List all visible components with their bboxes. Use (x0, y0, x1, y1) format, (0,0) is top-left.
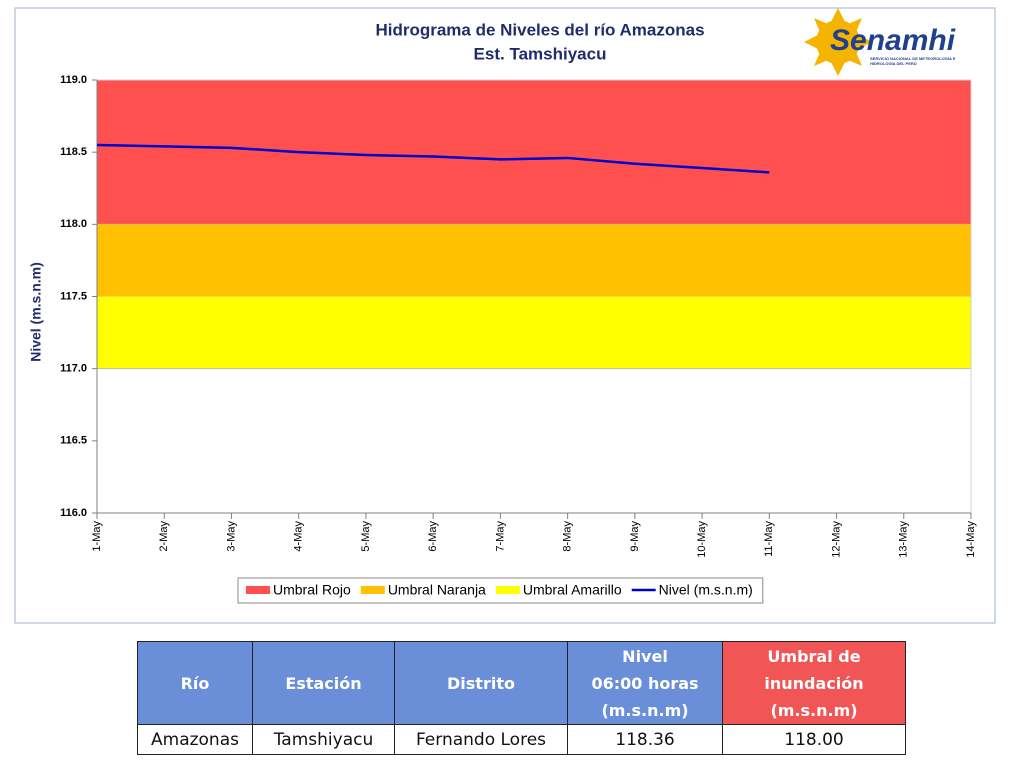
chart-title: Hidrograma de Niveles del río Amazonas (375, 20, 704, 39)
y-tick-label: 117.0 (60, 363, 87, 375)
legend-swatch (246, 586, 270, 594)
x-tick-label: 2-May (158, 521, 170, 552)
header-cell: Nivel 06:00 horas (m.s.n.m) (567, 641, 723, 725)
y-tick-label: 118.0 (60, 218, 87, 230)
legend-label: Umbral Naranja (388, 582, 486, 598)
level-line (96, 143, 770, 174)
table: Río Estación Distrito Nivel 06:00 horas (m.… (137, 641, 906, 755)
header-cell: Umbral de inundación (m.s.n.m) (722, 641, 906, 725)
x-tick-label: 12-May (830, 521, 842, 558)
legend-swatch (360, 586, 385, 594)
legend-label: Umbral Rojo (273, 582, 351, 598)
x-tick-label: 13-May (898, 521, 910, 558)
threshold-band (97, 80, 971, 225)
header-row: Río Estación Distrito Nivel 06:00 horas (m.… (137, 641, 906, 725)
data-cell: 118.00 (722, 724, 906, 755)
legend-label: Nivel (m.s.n.m) (659, 582, 753, 598)
x-tick-label: 14-May (965, 521, 977, 558)
y-tick-label: 116.5 (60, 435, 87, 447)
legend: Umbral Rojo Umbral Naranja Umbral Amarillo… (237, 577, 764, 604)
chart-subtitle: Est. Tamshiyacu (474, 44, 607, 63)
y-tick-label: 117.5 (60, 290, 87, 302)
legend-label: Umbral Amarillo (523, 582, 622, 598)
header-cell: Río (137, 641, 253, 725)
chart: Hidrograma de Niveles del río Amazonas E… (14, 7, 996, 624)
header-cell: Distrito (394, 641, 568, 725)
y-tick-label: 119.0 (60, 74, 87, 86)
threshold-band (97, 224, 971, 297)
data-cell: Tamshiyacu (252, 724, 395, 755)
data-cell: Fernando Lores (394, 724, 568, 755)
logo-tagline: SERVICIO NACIONAL DE METEOROLOGÍA E HIDR… (870, 56, 956, 66)
x-tick-label: 5-May (360, 521, 372, 552)
data-row: Amazonas Tamshiyacu Fernando Lores 118.36 11… (137, 724, 906, 755)
y-axis-label: Nivel (m.s.n.m) (28, 262, 44, 362)
header-cell: Estación (252, 641, 395, 725)
data-cell: Amazonas (137, 724, 253, 755)
legend-swatch (495, 586, 520, 594)
x-tick-label: 9-May (629, 521, 641, 552)
data-cell: 118.36 (567, 724, 723, 755)
logo-name: Senamhi (830, 24, 956, 57)
y-tick-label: 118.5 (60, 146, 87, 158)
logo-sun (804, 8, 872, 76)
x-tick-label: 4-May (293, 521, 305, 552)
logo: Senamhi SERVICIO NACIONAL DE METEOROLOGÍ… (804, 8, 956, 76)
x-tick-label: 11-May (763, 521, 775, 557)
x-tick-label: 8-May (562, 521, 574, 552)
x-tick-label: 3-May (225, 521, 237, 552)
x-tick-label: 6-May (427, 521, 439, 552)
logo-tagline-box: SERVICIO NACIONAL DE METEOROLOGÍA E HIDR… (870, 56, 956, 66)
y-tick-label: 116.0 (60, 507, 87, 519)
x-tick-label: 7-May (494, 521, 506, 552)
x-tick-label: 1-May (91, 521, 103, 552)
threshold-band (97, 296, 971, 369)
x-tick-label: 10-May (696, 521, 708, 558)
